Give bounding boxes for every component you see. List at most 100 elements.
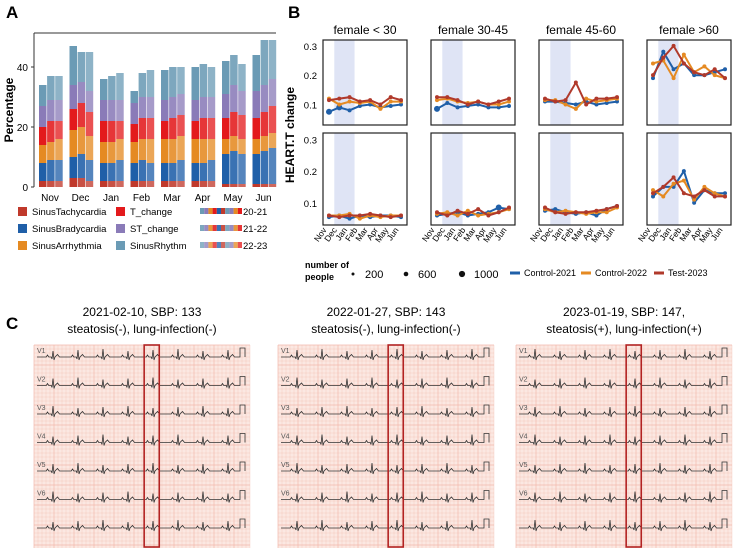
point-test-2023 bbox=[496, 210, 501, 215]
point-control-2021 bbox=[445, 101, 450, 106]
point-control-2022 bbox=[357, 216, 362, 221]
bar-sinustachycardia-nov-2 bbox=[47, 181, 55, 187]
ecg-title-line2: steatosis(-), lung-infection(-) bbox=[311, 322, 460, 336]
ecg-trace bbox=[519, 376, 728, 389]
point-test-2023 bbox=[553, 210, 558, 215]
x-tick-label: Jun bbox=[493, 225, 509, 242]
bar-sinustachycardia-may-1 bbox=[222, 184, 230, 187]
point-control-2021 bbox=[671, 67, 676, 72]
bar-st_change-jan-1 bbox=[100, 100, 108, 121]
bar-sinustachycardia-apr-1 bbox=[191, 181, 199, 187]
bar-sinustachycardia-feb-3 bbox=[146, 181, 155, 187]
legend-label-sinusbradycardia: SinusBradycardia bbox=[32, 224, 107, 235]
legend-cohort-strip-cell bbox=[216, 242, 221, 248]
bar-t_change-apr-3 bbox=[207, 118, 216, 139]
point-test-2023 bbox=[378, 102, 383, 107]
point-test-2023 bbox=[543, 205, 547, 210]
point-test-2023 bbox=[337, 215, 342, 220]
bar-sinusbradycardia-feb-1 bbox=[130, 163, 138, 181]
point-control-2022 bbox=[445, 210, 450, 215]
point-control-2022 bbox=[671, 181, 676, 186]
point-control-2022 bbox=[671, 76, 676, 81]
size-legend-dot bbox=[458, 270, 466, 278]
point-test-2023 bbox=[681, 61, 686, 66]
legend-label-control-2021: Control-2021 bbox=[524, 268, 576, 278]
x-tick-label: Jun bbox=[709, 225, 725, 242]
bar-sinusrhythm-jun-2 bbox=[260, 40, 269, 85]
point-test-2023 bbox=[507, 205, 511, 210]
point-test-2023 bbox=[563, 98, 568, 103]
panel-a-bar-chart: Percentage 0 20 40 Nov Dec Jan Feb Mar Apr May Jun S… bbox=[2, 32, 277, 252]
ecg-trace bbox=[519, 347, 728, 361]
bar-t_change-apr-2 bbox=[199, 118, 208, 139]
bar-t_change-jun-1 bbox=[252, 118, 260, 139]
legend-label-t_change: T_change bbox=[130, 207, 172, 218]
bar-sinustachycardia-apr-3 bbox=[207, 181, 216, 187]
facet-frame bbox=[538, 39, 624, 126]
y-tick-label: 0.3 bbox=[304, 42, 317, 53]
legend-swatch-t_change bbox=[116, 207, 125, 216]
bar-sinustachycardia-apr-2 bbox=[199, 181, 208, 187]
bar-st_change-dec-2 bbox=[77, 82, 86, 103]
bar-st_change-jan-3 bbox=[116, 100, 124, 121]
ecg-lead-label: V3 bbox=[519, 405, 528, 412]
bar-sinusarrhythmia-nov-2 bbox=[47, 142, 55, 160]
ecg-lead-label: V5 bbox=[519, 462, 528, 469]
facet-frame bbox=[430, 39, 516, 126]
point-test-2023 bbox=[378, 213, 383, 218]
point-test-2023 bbox=[357, 213, 362, 218]
ecg-title-line2: steatosis(-), lung-infection(-) bbox=[67, 322, 216, 336]
legend-cohort-strip-cell bbox=[229, 225, 234, 231]
ecg-trace bbox=[281, 433, 490, 446]
point-test-2023 bbox=[615, 203, 619, 208]
ecg-title-line1: 2022-01-27, SBP: 143 bbox=[327, 305, 446, 319]
line-test-2023 bbox=[652, 175, 725, 198]
point-test-2023 bbox=[368, 98, 373, 103]
bar-sinusarrhythmia-mar-1 bbox=[161, 139, 169, 163]
facet-title: female 30-45 bbox=[438, 23, 508, 37]
bar-t_change-may-1 bbox=[222, 118, 230, 139]
point-test-2023 bbox=[702, 73, 707, 78]
bar-sinusrhythm-mar-2 bbox=[169, 67, 177, 97]
bar-sinusrhythm-jan-2 bbox=[108, 76, 116, 100]
bar-st_change-dec-1 bbox=[69, 85, 77, 109]
bar-sinusbradycardia-jan-1 bbox=[100, 163, 108, 181]
point-test-2023 bbox=[445, 95, 450, 100]
bar-t_change-jan-1 bbox=[100, 121, 108, 142]
bar-sinustachycardia-jun-1 bbox=[252, 184, 260, 187]
point-test-2023 bbox=[651, 73, 655, 78]
point-test-2023 bbox=[584, 102, 589, 107]
ecg-trace bbox=[37, 376, 246, 389]
bar-st_change-feb-3 bbox=[146, 97, 155, 118]
point-control-2021 bbox=[326, 108, 332, 115]
bar-sinusrhythm-may-1 bbox=[222, 61, 230, 94]
point-test-2023 bbox=[327, 98, 331, 103]
size-legend-label: 600 bbox=[418, 269, 436, 281]
point-test-2023 bbox=[337, 96, 342, 101]
bar-st_change-nov-3 bbox=[55, 100, 63, 121]
ecg-trace bbox=[519, 518, 728, 532]
x-tick-label: Nov bbox=[41, 193, 59, 204]
bar-sinustachycardia-mar-2 bbox=[169, 181, 177, 187]
legend-swatch-sinusarrhythmia bbox=[18, 241, 27, 250]
point-control-2021 bbox=[388, 103, 393, 108]
point-test-2023 bbox=[435, 95, 439, 100]
ecg-lead-label: V1 bbox=[37, 348, 46, 355]
point-control-2022 bbox=[651, 188, 655, 193]
facet-frame bbox=[646, 132, 732, 226]
legend-label-sinusarrhythmia: SinusArrhythmia bbox=[32, 241, 102, 252]
point-control-2022 bbox=[681, 52, 686, 57]
bar-sinustachycardia-jun-3 bbox=[268, 184, 277, 187]
ecg-lead-label: V6 bbox=[519, 491, 528, 498]
point-test-2023 bbox=[661, 55, 666, 60]
bar-sinusbradycardia-nov-3 bbox=[55, 160, 63, 181]
highlight-band bbox=[442, 133, 463, 225]
ecg-lead-label: V5 bbox=[37, 462, 46, 469]
bar-sinusrhythm-apr-2 bbox=[199, 64, 208, 97]
bar-st_change-may-2 bbox=[230, 85, 238, 112]
bar-t_change-apr-1 bbox=[191, 121, 199, 139]
ecg-trace bbox=[37, 490, 246, 503]
bar-sinusbradycardia-dec-2 bbox=[77, 154, 86, 178]
point-control-2021 bbox=[486, 105, 491, 110]
point-control-2021 bbox=[604, 101, 609, 106]
